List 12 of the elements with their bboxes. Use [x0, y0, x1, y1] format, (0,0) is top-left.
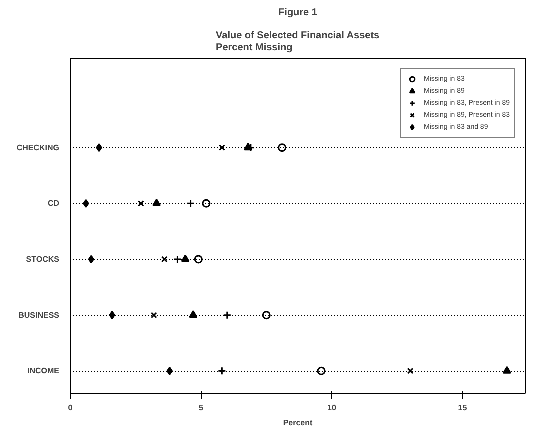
y-tick-label: CHECKING [16, 143, 60, 152]
chart-title: Figure 1 [278, 8, 318, 18]
chart-subtitle: Value of Selected Financial Assets Percent Missing [216, 30, 380, 54]
y-tick-label: BUSINESS [18, 310, 60, 320]
x-tick-label: 5 [199, 404, 204, 412]
x-tick-label: 0 [68, 404, 74, 412]
y-tick-label: STOCKS [26, 255, 60, 264]
y-tick-label: CD [48, 199, 60, 208]
x-axis-title: Percent [283, 418, 314, 428]
x-tick-label: 15 [458, 404, 468, 412]
y-tick-label: INCOME [28, 366, 60, 376]
x-tick-label: 10 [328, 404, 337, 412]
